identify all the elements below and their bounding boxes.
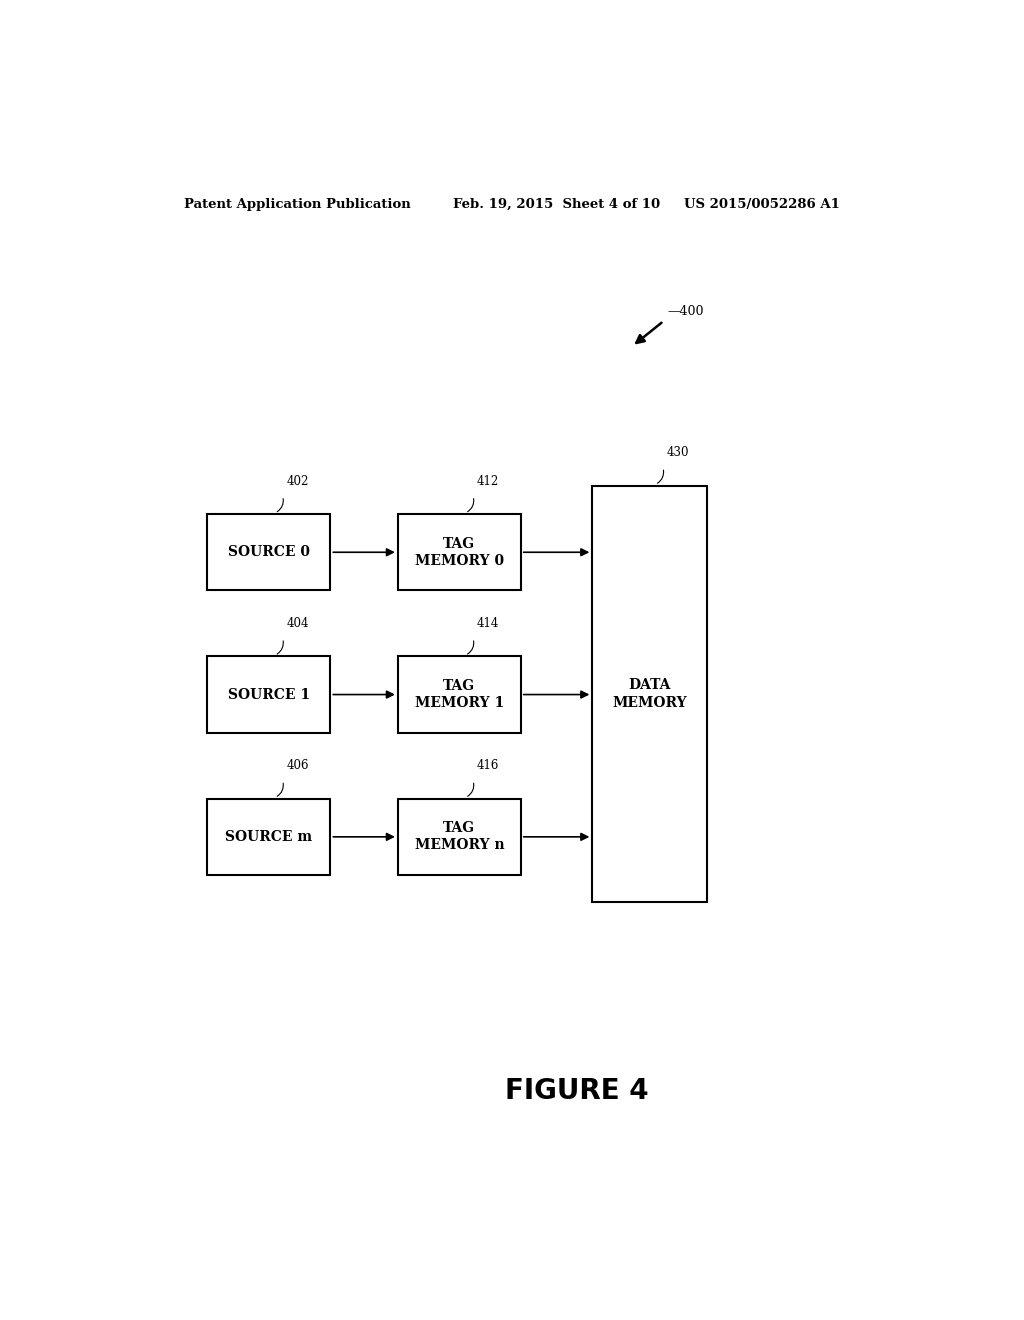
Bar	[397, 656, 521, 733]
Text: Feb. 19, 2015  Sheet 4 of 10: Feb. 19, 2015 Sheet 4 of 10	[454, 198, 660, 211]
Text: TAG
MEMORY 1: TAG MEMORY 1	[415, 678, 504, 710]
Text: —400: —400	[668, 305, 705, 318]
Text: 414: 414	[477, 616, 500, 630]
Bar	[592, 486, 708, 903]
Text: 412: 412	[477, 475, 500, 487]
Bar	[207, 799, 331, 875]
Text: SOURCE 0: SOURCE 0	[228, 545, 310, 560]
Bar	[397, 515, 521, 590]
Bar	[207, 515, 331, 590]
Text: FIGURE 4: FIGURE 4	[505, 1077, 648, 1105]
Text: 430: 430	[667, 446, 689, 459]
Text: DATA
MEMORY: DATA MEMORY	[612, 678, 687, 710]
Text: 402: 402	[287, 475, 309, 487]
Text: TAG
MEMORY n: TAG MEMORY n	[415, 821, 504, 853]
Text: 406: 406	[287, 759, 309, 772]
Text: Patent Application Publication: Patent Application Publication	[183, 198, 411, 211]
Text: 416: 416	[477, 759, 500, 772]
Text: SOURCE m: SOURCE m	[225, 830, 312, 843]
Text: 404: 404	[287, 616, 309, 630]
Bar	[207, 656, 331, 733]
Text: US 2015/0052286 A1: US 2015/0052286 A1	[684, 198, 840, 211]
Bar	[397, 799, 521, 875]
Text: SOURCE 1: SOURCE 1	[227, 688, 310, 701]
Text: TAG
MEMORY 0: TAG MEMORY 0	[415, 537, 504, 568]
